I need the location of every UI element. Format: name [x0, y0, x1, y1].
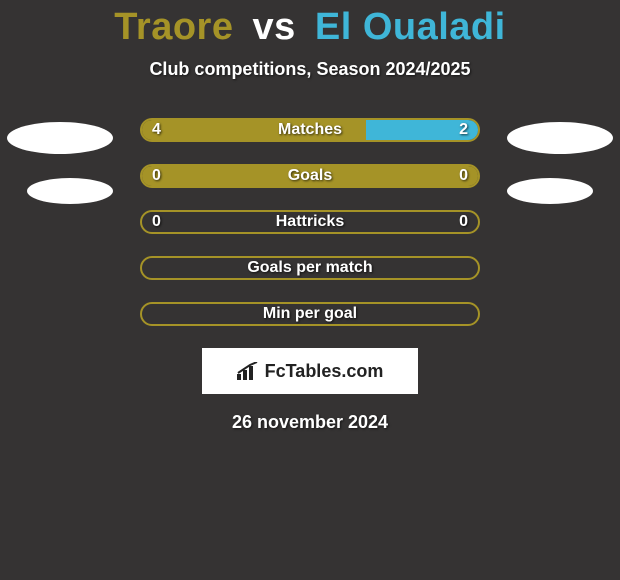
logo: FcTables.com	[237, 361, 384, 382]
player1-name: Traore	[114, 6, 233, 48]
player2-name: El Oualadi	[315, 6, 506, 48]
stat-label: Hattricks	[142, 212, 478, 232]
side-ellipse	[507, 122, 613, 154]
stat-label: Matches	[142, 120, 478, 140]
stat-label: Goals per match	[142, 258, 478, 278]
stat-row: 00Hattricks	[140, 210, 480, 234]
stat-label: Min per goal	[142, 304, 478, 324]
logo-box: FcTables.com	[202, 348, 418, 394]
side-ellipse	[27, 178, 113, 204]
date: 26 november 2024	[0, 412, 620, 433]
subtitle: Club competitions, Season 2024/2025	[0, 59, 620, 80]
comparison-title: Traore vs El Oualadi	[0, 0, 620, 49]
side-ellipse	[507, 178, 593, 204]
stat-row: Goals per match	[140, 256, 480, 280]
title-vs: vs	[253, 6, 296, 48]
stat-row: 00Goals	[140, 164, 480, 188]
side-ellipse	[7, 122, 113, 154]
stat-row: 42Matches	[140, 118, 480, 142]
stat-row: Min per goal	[140, 302, 480, 326]
logo-text: FcTables.com	[265, 361, 384, 382]
chart-icon	[237, 362, 259, 380]
stat-label: Goals	[142, 166, 478, 186]
